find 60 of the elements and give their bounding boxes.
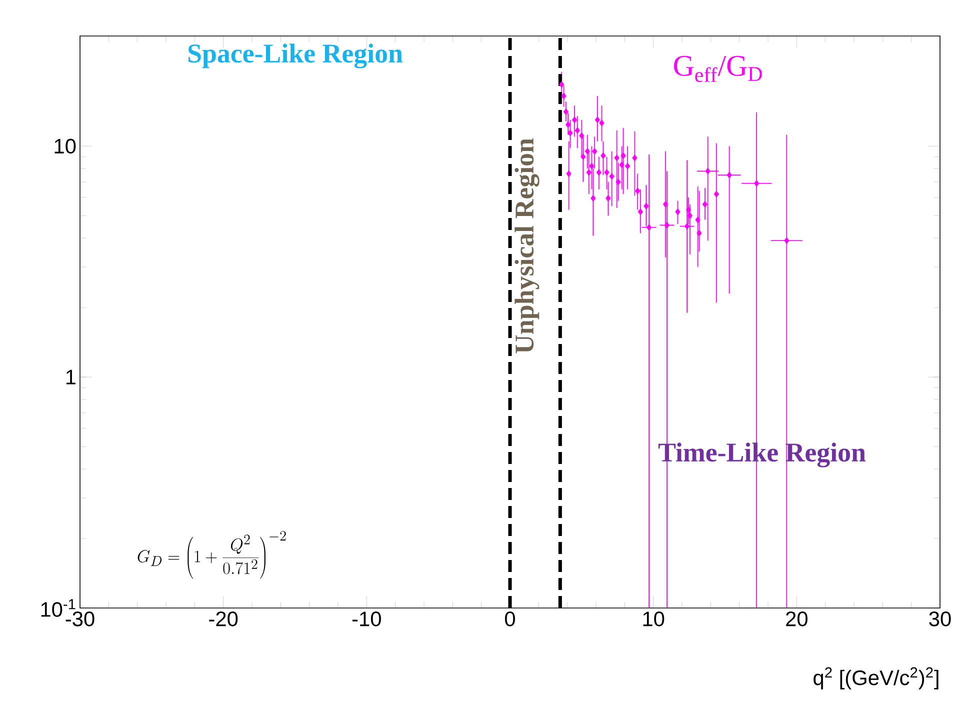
point: [572, 116, 578, 124]
point: [594, 116, 600, 124]
point: [638, 208, 644, 216]
point: [580, 153, 586, 160]
x-tick-label: 20: [786, 612, 808, 626]
x-tick-label: 0: [505, 612, 516, 626]
point: [596, 168, 602, 176]
point: [634, 188, 640, 194]
point: [604, 168, 610, 176]
point: [563, 108, 569, 116]
point: [726, 172, 732, 178]
point: [705, 168, 710, 174]
point: [675, 208, 680, 216]
point: [589, 162, 594, 170]
point: [714, 190, 720, 198]
point: [590, 194, 596, 202]
point: [702, 200, 708, 208]
x-tick-label: -30: [66, 612, 94, 626]
point: [561, 92, 566, 100]
point: [754, 180, 760, 187]
point: [684, 222, 690, 230]
point: [687, 212, 692, 220]
point: [565, 121, 571, 128]
point: [606, 194, 611, 202]
annotation: Unphysical Region: [514, 138, 540, 354]
point: [662, 200, 668, 208]
text: G$_{eff}$/G$_{D}$: [674, 56, 762, 82]
point: [574, 127, 580, 134]
point: [568, 130, 573, 136]
point: [696, 230, 702, 237]
annotation: Space-Like Region: [188, 44, 403, 68]
point: [609, 172, 614, 180]
point: [579, 132, 584, 140]
x-axis-title: q$^{2}$ [(GeV/c$^{2}$)$^{2}$]: [814, 667, 938, 690]
point: [664, 222, 670, 229]
point: [620, 152, 626, 160]
point: [686, 206, 692, 214]
point: [784, 237, 790, 244]
x-tick-label: 10: [643, 612, 664, 626]
point: [614, 154, 620, 162]
point: [695, 216, 700, 224]
point: [584, 148, 590, 155]
annotation: $G_{D} = \left(1+\frac{Q^{2}}{0.71^{2}}\right)^{-2}$: [138, 530, 286, 579]
x-tick-label: -10: [352, 612, 381, 626]
point: [592, 148, 598, 155]
point: [632, 154, 638, 162]
point: [599, 120, 604, 126]
point: [559, 81, 564, 88]
y-tick-label: 10: [54, 138, 76, 154]
point: [619, 161, 624, 168]
point: [616, 178, 621, 186]
point: [644, 202, 649, 210]
point: [600, 152, 606, 160]
point: [646, 224, 652, 231]
x-tick-label: 30: [929, 612, 951, 626]
y-tick-label: 1: [66, 370, 76, 384]
point: [566, 170, 572, 178]
x-tick-label: -20: [209, 612, 238, 626]
point: [586, 168, 592, 176]
point: [624, 162, 630, 170]
